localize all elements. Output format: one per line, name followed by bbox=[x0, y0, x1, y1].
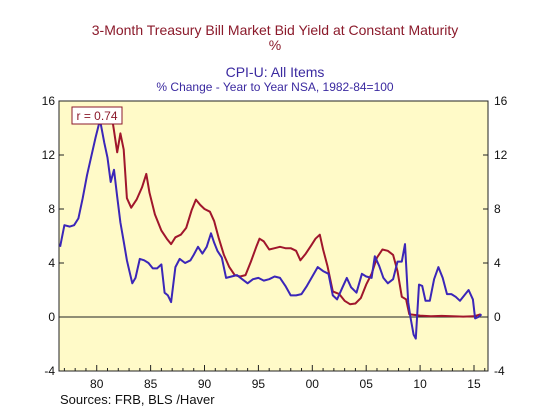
annotation-box bbox=[71, 106, 123, 125]
y-tick-label-right: -4 bbox=[494, 364, 505, 378]
correlation-annotation: r = 0.74 bbox=[71, 106, 123, 125]
series-line-tbill bbox=[106, 108, 481, 318]
series-layer bbox=[59, 108, 483, 340]
y-tick-label-left: 12 bbox=[42, 148, 56, 162]
x-tick-label: 80 bbox=[90, 377, 104, 391]
chart-title-cpi: CPI-U: All Items bbox=[225, 64, 325, 80]
y-tick-label-left: 4 bbox=[48, 256, 55, 270]
x-tick-label: 00 bbox=[306, 377, 320, 391]
series-line-cpi bbox=[59, 118, 483, 340]
x-tick-label: 15 bbox=[467, 377, 481, 391]
x-tick-label: 05 bbox=[360, 377, 374, 391]
y-tick-label-right: 0 bbox=[494, 310, 501, 324]
source-note: Sources: FRB, BLS /Haver bbox=[60, 392, 215, 407]
chart-title-tbill-unit: % bbox=[268, 37, 282, 53]
y-tick-label-left: 8 bbox=[48, 202, 55, 216]
y-tick-label-left: 16 bbox=[42, 94, 56, 108]
y-tick-label-right: 8 bbox=[494, 202, 501, 216]
x-tick-label: 90 bbox=[198, 377, 212, 391]
y-tick-label-right: 16 bbox=[494, 94, 508, 108]
chart-subtitle-cpi: % Change - Year to Year NSA, 1982-84=100 bbox=[156, 80, 394, 94]
y-tick-label-right: 12 bbox=[494, 148, 508, 162]
y-tick-label-left: 0 bbox=[48, 310, 55, 324]
annotation-text: r = 0.74 bbox=[76, 109, 117, 123]
y-tick-label-left: -4 bbox=[44, 364, 55, 378]
chart-title-tbill: 3-Month Treasury Bill Market Bid Yield a… bbox=[91, 22, 459, 38]
y-tick-label-right: 4 bbox=[494, 256, 501, 270]
x-tick-label: 10 bbox=[413, 377, 427, 391]
x-tick-label: 95 bbox=[252, 377, 266, 391]
x-tick-label: 85 bbox=[144, 377, 158, 391]
